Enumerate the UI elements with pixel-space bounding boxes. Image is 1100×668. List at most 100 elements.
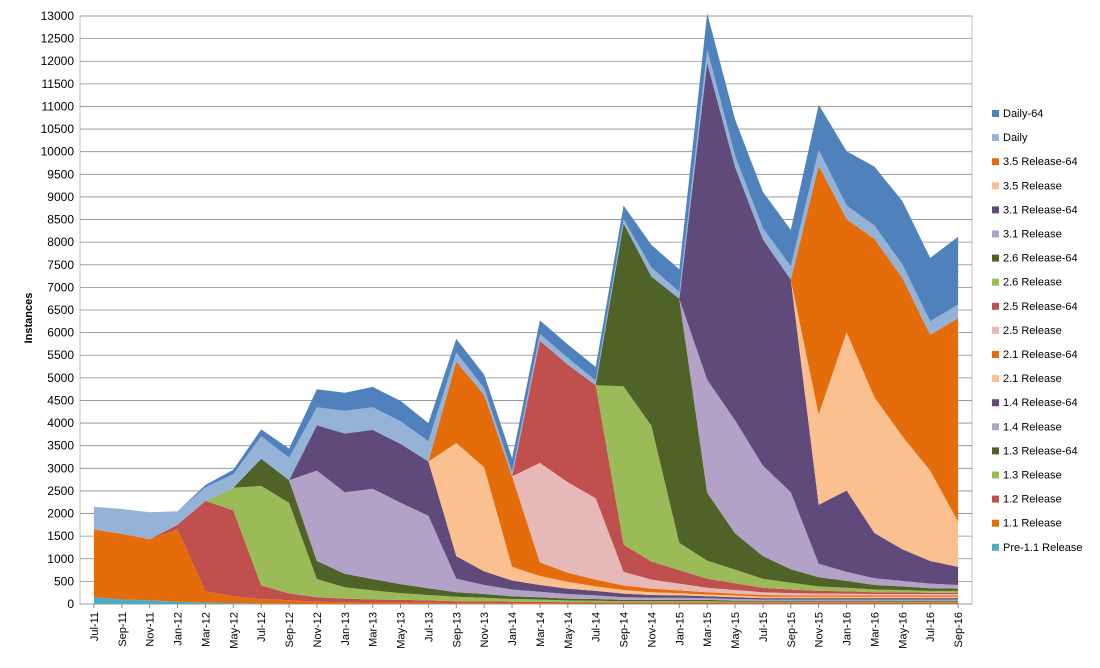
legend-swatch-2-5-release-64 <box>992 302 999 310</box>
legend-swatch-2-5-release <box>992 326 999 334</box>
y-axis-label: Instances <box>23 293 35 344</box>
legend-label-2-6-release-64: 2.6 Release-64 <box>1003 253 1078 265</box>
series-area-1-3-release <box>93 485 959 603</box>
x-tick-label: Mar-14 <box>535 612 547 647</box>
axes: 0 500 1000 1500 2000 2500 3000 3500 4000 4500 5000… <box>41 9 965 649</box>
x-tick-label: Jul-15 <box>758 612 770 642</box>
legend-swatch-2-6-release-64 <box>992 254 999 262</box>
legend-swatch-1-4-release <box>992 423 999 431</box>
x-tick-label: Sep-15 <box>786 612 798 647</box>
x-tick-label: Mar-13 <box>368 612 380 647</box>
legend-label-1-4-release: 1.4 Release <box>1003 421 1062 433</box>
y-tick-label: 11500 <box>42 77 75 91</box>
legend-label-1-3-release: 1.3 Release <box>1003 470 1062 482</box>
y-tick-label: 6500 <box>47 303 74 317</box>
y-tick-label: 13000 <box>41 9 75 23</box>
legend-swatch-2-6-release <box>992 278 999 286</box>
x-tick-label: Jan-15 <box>674 612 686 646</box>
x-tick-label: Nov-13 <box>479 612 491 647</box>
x-tick-label: Jan-12 <box>173 612 185 646</box>
y-tick-label: 5000 <box>47 371 74 385</box>
legend-swatch-3-1-release-64 <box>992 206 999 214</box>
y-tick-label: 2500 <box>47 484 74 498</box>
legend-swatch-1-1-release <box>992 519 999 527</box>
x-tick-label: Nov-11 <box>145 612 157 647</box>
x-tick-label: Mar-16 <box>869 612 881 647</box>
legend-label-3-5-release: 3.5 Release <box>1003 180 1062 192</box>
legend-label-1-2-release: 1.2 Release <box>1003 494 1062 506</box>
legend-label-2-1-release-64: 2.1 Release-64 <box>1003 349 1078 361</box>
y-tick-label: 12000 <box>41 54 75 68</box>
y-tick-label: 10000 <box>41 145 75 159</box>
y-tick-label: 2000 <box>47 507 74 521</box>
series-area-1-4-release <box>93 458 959 601</box>
y-tick-label: 500 <box>54 574 74 588</box>
legend-label-2-6-release: 2.6 Release <box>1003 277 1062 289</box>
y-tick-label: 3000 <box>47 461 74 475</box>
x-tick-label: May-13 <box>396 612 408 649</box>
y-tick-label: 0 <box>67 597 74 611</box>
x-tick-label: Jan-13 <box>340 612 352 646</box>
x-tick-label: Sep-16 <box>953 612 965 647</box>
x-tick-label: Mar-12 <box>200 612 212 647</box>
series-area-1-1-release <box>93 529 959 604</box>
series-area-1-4-release-64 <box>93 425 959 600</box>
legend-swatch-1-4-release-64 <box>992 399 999 407</box>
y-tick-label: 4500 <box>47 393 74 407</box>
y-tick-label: 1000 <box>47 552 74 566</box>
x-tick-label: May-14 <box>563 612 575 649</box>
x-tick-label: Jul-11 <box>89 612 101 641</box>
y-tick-label: 1500 <box>47 529 74 543</box>
y-tick-label: 12500 <box>41 32 75 46</box>
x-tick-label: Jul-12 <box>256 612 268 642</box>
legend-swatch-pre-1-1-release <box>992 543 999 551</box>
legend-label-pre-1-1-release: Pre-1.1 Release <box>1003 542 1083 554</box>
y-tick-label: 7000 <box>47 280 74 294</box>
x-tick-label: Jul-14 <box>591 612 603 642</box>
x-tick-label: Nov-14 <box>646 612 658 647</box>
y-tick-label: 8000 <box>47 235 74 249</box>
x-tick-label: May-12 <box>228 612 240 649</box>
x-tick-label: May-15 <box>730 612 742 649</box>
x-tick-label: Sep-12 <box>284 612 296 647</box>
legend-label-1-4-release-64: 1.4 Release-64 <box>1003 397 1078 409</box>
x-tick-label: May-16 <box>897 612 909 649</box>
x-tick-label: Nov-12 <box>312 612 324 647</box>
legend-swatch-1-3-release-64 <box>992 447 999 455</box>
legend-swatch-1-2-release <box>992 495 999 503</box>
legend-label-daily: Daily <box>1003 132 1028 144</box>
y-tick-label: 9000 <box>47 190 74 204</box>
x-tick-label: Jan-14 <box>507 612 519 646</box>
legend-label-daily-64: Daily-64 <box>1003 108 1043 120</box>
legend-label-2-5-release-64: 2.5 Release-64 <box>1003 301 1078 313</box>
legend-swatch-3-1-release <box>992 230 999 238</box>
legend-swatch-3-5-release <box>992 182 999 190</box>
x-tick-label: Jul-16 <box>925 612 937 642</box>
x-tick-label: Sep-11 <box>117 612 129 647</box>
legend-label-2-1-release: 2.1 Release <box>1003 373 1062 385</box>
y-tick-label: 7500 <box>47 258 74 272</box>
x-tick-label: Mar-15 <box>702 612 714 647</box>
legend-label-3-1-release: 3.1 Release <box>1003 229 1062 241</box>
x-tick-label: Jul-13 <box>423 612 435 642</box>
series-area-3-1-release-64 <box>93 63 959 585</box>
x-tick-label: Jan-16 <box>842 612 854 646</box>
legend-swatch-2-1-release-64 <box>992 351 999 358</box>
legend-swatch-daily <box>992 134 999 142</box>
x-tick-label: Sep-13 <box>451 612 463 647</box>
legend-label-2-5-release: 2.5 Release <box>1003 325 1062 337</box>
legend-label-3-5-release-64: 3.5 Release-64 <box>1003 156 1078 168</box>
legend-swatch-1-3-release <box>992 471 999 479</box>
y-tick-label: 9500 <box>47 167 74 181</box>
legend-label-1-1-release: 1.1 Release <box>1003 518 1062 530</box>
series-area-daily-64 <box>93 13 959 513</box>
series-area-3-1-release <box>93 223 959 589</box>
y-tick-label: 5500 <box>47 348 74 362</box>
legend-label-1-3-release-64: 1.3 Release-64 <box>1003 445 1078 457</box>
legend-swatch-daily-64 <box>992 110 999 117</box>
series-area-pre-1-1-release <box>93 597 959 604</box>
series-area-2-5-release-64 <box>93 340 959 594</box>
legend-label-3-1-release-64: 3.1 Release-64 <box>1003 204 1078 216</box>
